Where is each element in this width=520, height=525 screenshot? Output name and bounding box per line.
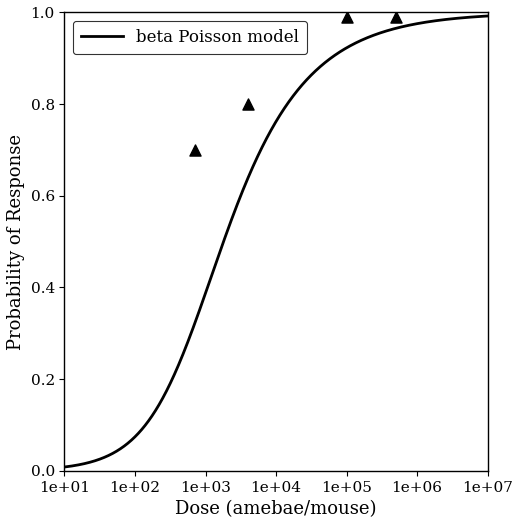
Point bbox=[244, 100, 252, 108]
Line: beta Poisson model: beta Poisson model bbox=[64, 16, 488, 467]
beta Poisson model bbox=[256, 150, 262, 156]
beta Poisson model bbox=[61, 464, 68, 470]
Point bbox=[342, 13, 350, 21]
Point bbox=[392, 13, 400, 21]
beta Poisson model bbox=[472, 14, 478, 20]
beta Poisson model bbox=[267, 129, 274, 135]
beta Poisson model bbox=[485, 13, 491, 19]
beta Poisson model bbox=[83, 460, 89, 466]
beta Poisson model bbox=[395, 25, 401, 31]
X-axis label: Dose (amebae/mouse): Dose (amebae/mouse) bbox=[175, 500, 377, 518]
beta Poisson model bbox=[472, 14, 478, 20]
Point bbox=[190, 146, 199, 154]
Legend: beta Poisson model: beta Poisson model bbox=[73, 21, 307, 55]
Y-axis label: Probability of Response: Probability of Response bbox=[7, 133, 25, 350]
